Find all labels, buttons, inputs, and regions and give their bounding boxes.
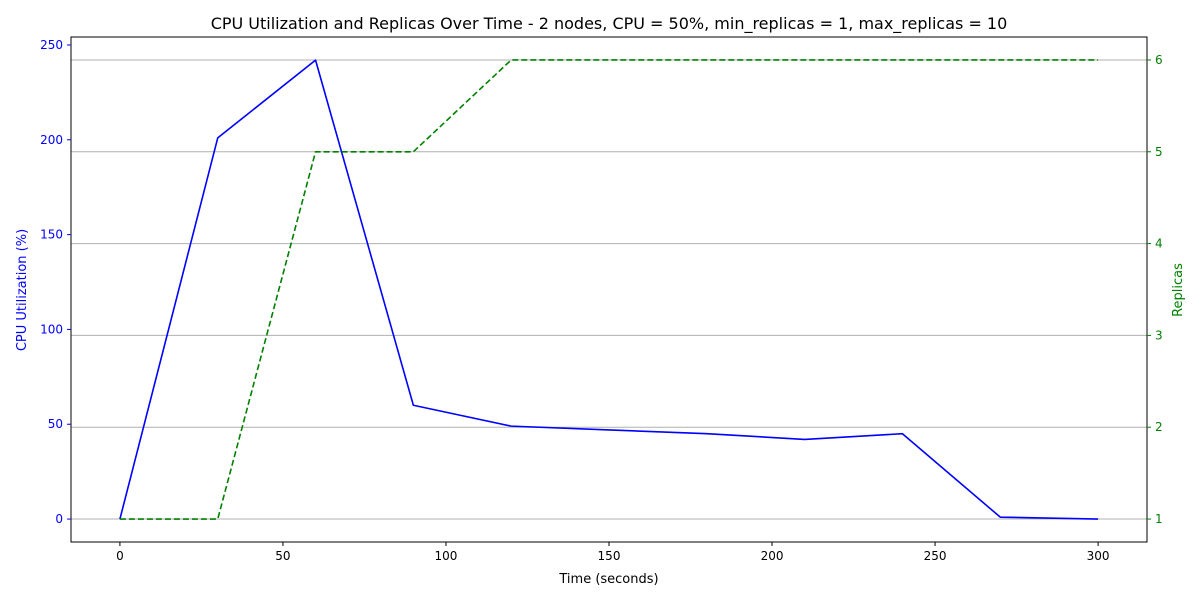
right-y-tick-label: 4 — [1155, 237, 1163, 251]
right-y-tick-label: 3 — [1155, 328, 1163, 342]
gridlines — [71, 59, 1147, 520]
x-tick-label: 250 — [924, 549, 947, 563]
left-y-tick-label: 100 — [40, 322, 63, 336]
x-tick-label: 300 — [1087, 549, 1110, 563]
series-group — [119, 59, 1099, 520]
replicas-line — [119, 59, 1099, 520]
left-y-tick-label: 150 — [40, 228, 63, 242]
x-axis-label: Time (seconds) — [558, 572, 658, 587]
left-y-tick-label: 250 — [40, 38, 63, 52]
cpu-utilization-line — [119, 59, 1099, 520]
right-y-axis-label: Replicas — [1171, 263, 1186, 317]
right-y-tick-label: 6 — [1155, 53, 1163, 67]
x-tick-label: 50 — [275, 549, 290, 563]
right-y-tick-label: 5 — [1155, 145, 1163, 159]
x-tick-label: 100 — [435, 549, 458, 563]
left-y-tick-label: 50 — [48, 417, 63, 431]
x-tick-label: 150 — [598, 549, 621, 563]
right-y-tick-label: 2 — [1155, 420, 1163, 434]
x-axis-ticks: 0 50 100 150 200 250 300 — [116, 542, 1110, 563]
x-tick-label: 0 — [116, 549, 124, 563]
left-y-axis-label: CPU Utilization (%) — [15, 229, 30, 351]
left-y-tick-label: 200 — [40, 133, 63, 147]
left-y-tick-label: 0 — [55, 512, 63, 526]
right-y-tick-label: 1 — [1155, 512, 1163, 526]
left-y-axis-ticks: 0 50 100 150 200 250 — [40, 38, 71, 526]
chart-title: CPU Utilization and Replicas Over Time -… — [211, 14, 1008, 34]
right-y-axis-ticks: 1 2 3 4 5 6 — [1147, 53, 1163, 526]
x-tick-label: 200 — [761, 549, 784, 563]
